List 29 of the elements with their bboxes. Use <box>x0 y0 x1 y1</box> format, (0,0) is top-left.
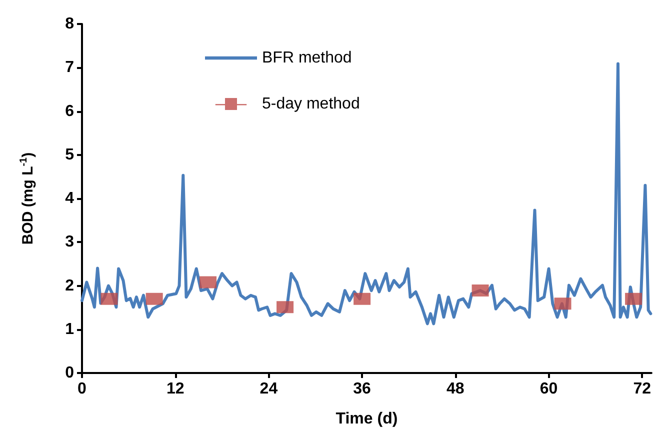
y-tick-label: 5 <box>65 146 74 164</box>
point <box>200 276 217 288</box>
point <box>100 292 118 305</box>
y-tick-label: 0 <box>65 364 74 382</box>
x-tick-label: 12 <box>166 380 184 398</box>
y-axis-title: BOD (mg L-1) <box>18 152 36 245</box>
point <box>276 301 294 314</box>
x-tick-label: 0 <box>78 380 87 398</box>
y-tick-label: 7 <box>65 59 74 76</box>
point <box>354 292 371 305</box>
x-tick-label: 72 <box>633 380 652 398</box>
x-tick-label: 36 <box>353 380 372 398</box>
x-tick-label: 60 <box>540 380 558 398</box>
point <box>554 298 572 310</box>
y-tick-label: 3 <box>65 234 74 251</box>
y-tick-label: 4 <box>65 190 74 207</box>
y-tick-label: 6 <box>65 102 74 120</box>
y-tick-label: 1 <box>65 320 74 338</box>
legend-label: 5-day method <box>262 96 360 112</box>
legend-label: BFR method <box>262 50 352 66</box>
point <box>472 284 489 297</box>
point <box>146 292 163 305</box>
x-axis-title: Time (d) <box>336 410 398 428</box>
y-tick-label: 8 <box>65 16 74 32</box>
x-tick-label: 24 <box>260 380 278 398</box>
point <box>625 292 642 305</box>
y-tick-label: 2 <box>65 277 74 294</box>
x-tick-label: 48 <box>446 380 464 398</box>
line-series <box>80 62 652 326</box>
